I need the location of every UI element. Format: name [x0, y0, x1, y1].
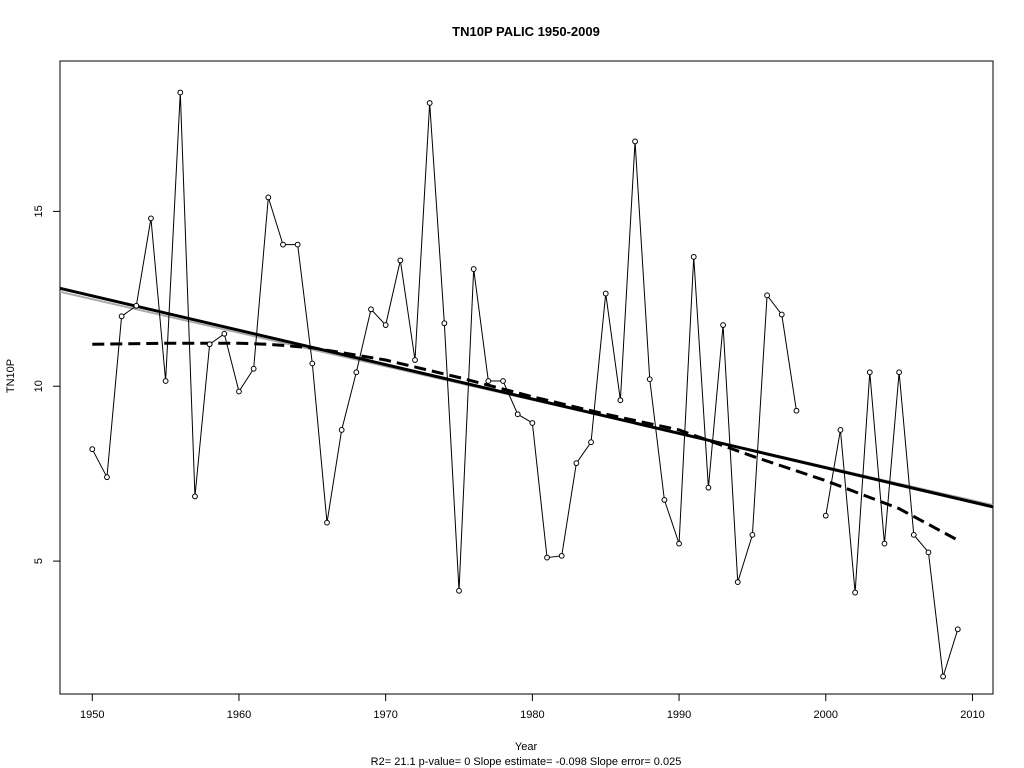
data-point-2003	[866, 369, 873, 376]
data-point-1973	[426, 100, 433, 106]
series-line-segment-2	[825, 372, 959, 677]
data-point-2005	[896, 369, 903, 376]
data-point-1990	[676, 540, 682, 547]
data-point-1998	[793, 407, 800, 414]
data-point-1956	[177, 89, 184, 96]
chart-title: TN10P PALIC 1950-2009	[452, 24, 600, 39]
data-point-2004	[881, 540, 888, 547]
data-point-1960	[236, 388, 242, 395]
x-tick-label-1960: 1960	[227, 709, 251, 721]
data-point-1986	[617, 397, 624, 404]
data-point-2007	[925, 549, 932, 556]
data-point-1977	[485, 378, 492, 384]
y-tick-label-5: 5	[33, 558, 45, 564]
data-point-1992	[705, 484, 712, 491]
x-tick-label-1980: 1980	[520, 709, 544, 721]
x-axis: 1950 1960 1970 1980 1990 2000 2010	[80, 694, 985, 721]
data-point-1984	[588, 439, 594, 446]
y-axis: 5 10 15	[33, 205, 60, 564]
data-point-1978	[500, 378, 506, 384]
x-tick-label-1970: 1970	[373, 709, 397, 721]
data-point-1981	[544, 554, 550, 561]
x-axis-label: Year	[515, 741, 538, 753]
data-point-1950	[89, 446, 96, 453]
x-tick-label-2010: 2010	[960, 709, 984, 721]
data-point-1953	[133, 302, 140, 309]
data-point-1985	[602, 290, 609, 297]
data-point-1979	[514, 411, 521, 418]
trend-lines	[59, 286, 994, 542]
x-tick-label-1950: 1950	[80, 709, 104, 721]
data-point-1966	[324, 519, 330, 526]
data-point-1995	[749, 531, 756, 538]
data-point-1954	[148, 215, 154, 222]
data-point-1993	[720, 322, 726, 328]
data-point-1958	[206, 341, 213, 348]
data-point-2008	[940, 673, 947, 680]
data-point-1974	[441, 320, 448, 327]
data-point-1994	[734, 579, 741, 585]
data-series	[89, 89, 961, 680]
x-tick-label-1990: 1990	[667, 709, 691, 721]
data-point-1980	[529, 420, 536, 426]
data-point-1971	[397, 257, 404, 264]
data-point-1970	[382, 322, 389, 328]
data-point-1967	[338, 427, 345, 433]
data-point-1997	[778, 311, 785, 318]
data-point-1987	[632, 138, 638, 145]
data-point-1951	[104, 474, 110, 481]
stats-text: R2= 21.1 p-value= 0 Slope estimate= -0.0…	[371, 756, 682, 768]
smooth-dashed-line	[92, 341, 959, 542]
data-point-2001	[837, 427, 844, 433]
data-point-2002	[852, 589, 859, 596]
data-point-1991	[690, 253, 697, 260]
x-tick-label-2000: 2000	[814, 709, 838, 721]
data-point-1957	[192, 493, 198, 500]
data-point-1963	[280, 241, 286, 248]
data-point-2000	[822, 512, 829, 519]
y-axis-label: TN10P	[5, 359, 17, 393]
data-point-1972	[412, 357, 418, 363]
data-point-1968	[353, 369, 360, 376]
plot-frame	[59, 60, 994, 695]
data-point-1988	[646, 376, 653, 383]
data-point-1969	[368, 306, 374, 313]
data-point-1965	[309, 360, 316, 367]
data-point-1964	[294, 241, 301, 248]
trend-line	[59, 286, 994, 509]
data-point-1952	[118, 313, 125, 320]
data-point-2006	[910, 531, 917, 538]
data-point-1975	[456, 587, 462, 594]
data-point-1961	[250, 365, 257, 372]
data-point-1962	[265, 194, 272, 201]
data-point-2009	[954, 626, 961, 633]
data-point-1982	[558, 552, 565, 559]
y-tick-label-15: 15	[33, 205, 45, 217]
data-point-1996	[764, 292, 770, 299]
data-point-1959	[221, 330, 228, 337]
data-point-1989	[661, 497, 668, 503]
data-point-1955	[162, 378, 169, 384]
y-tick-label-10: 10	[33, 380, 45, 392]
data-point-1976	[470, 266, 477, 272]
data-point-1983	[573, 460, 580, 467]
series-line-segment-1	[91, 92, 797, 591]
